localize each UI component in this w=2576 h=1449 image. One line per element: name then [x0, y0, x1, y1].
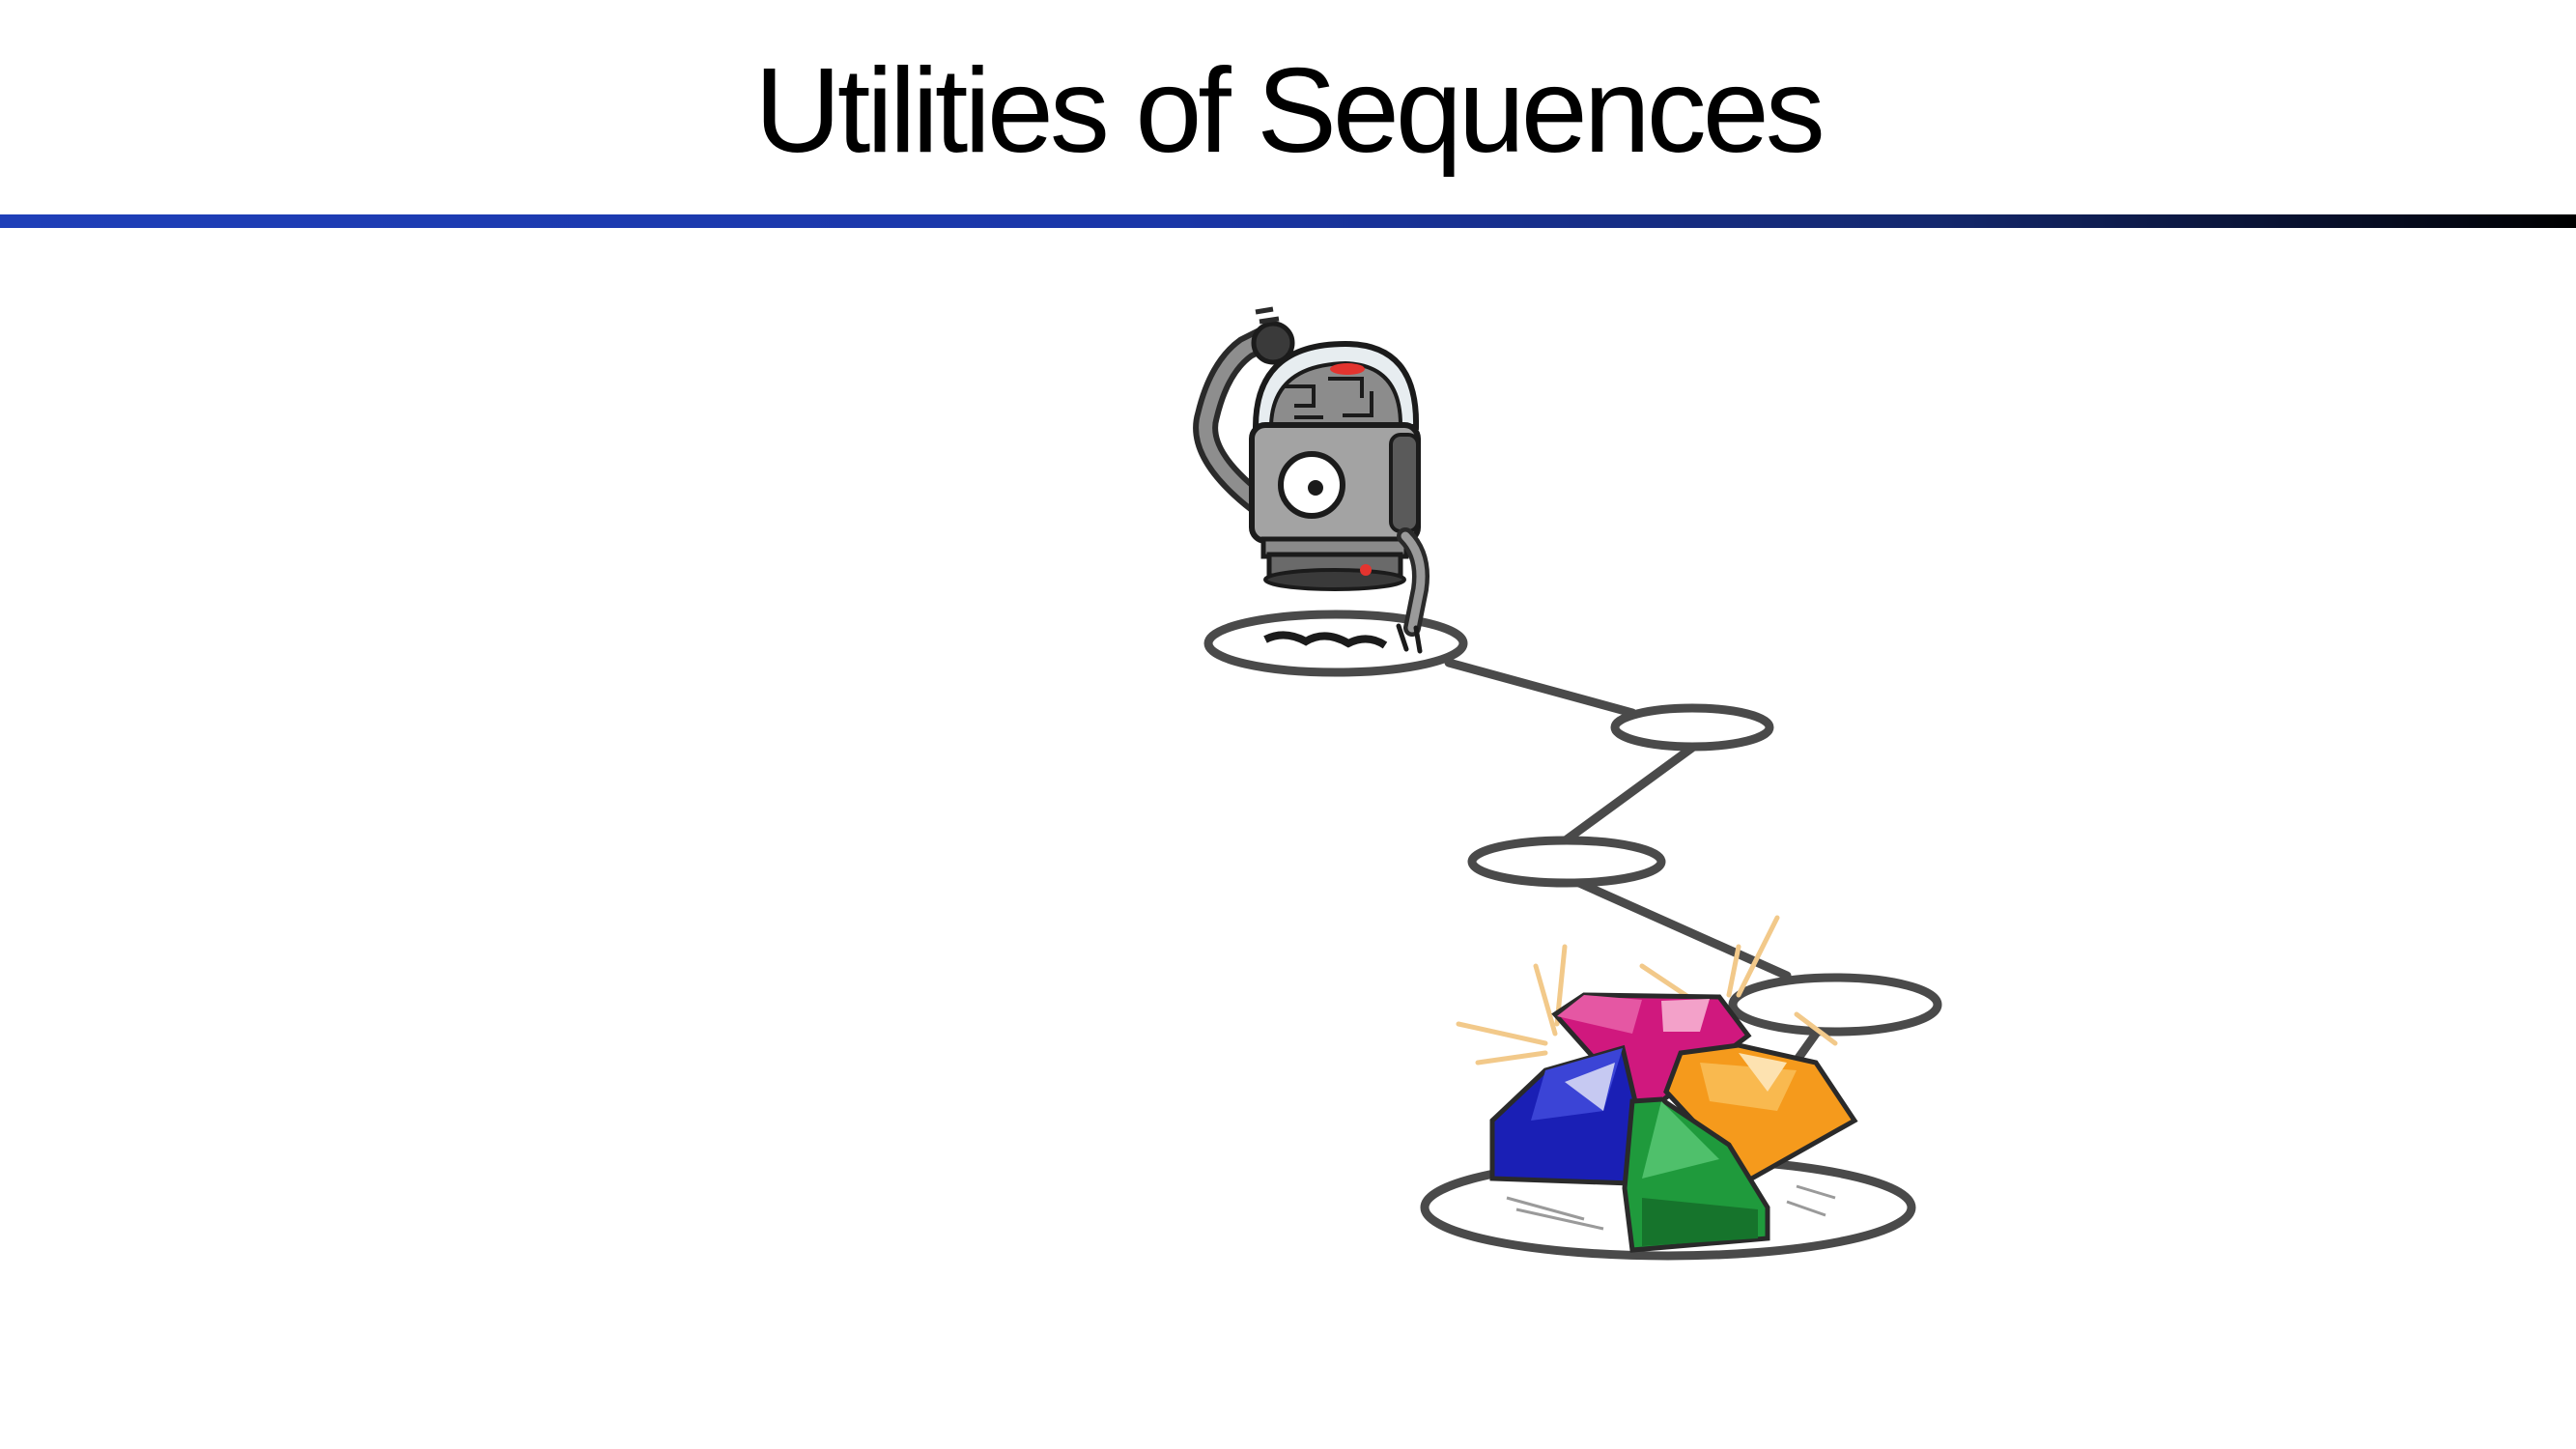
gem-orange — [1663, 1042, 1858, 1184]
gem-green — [1622, 1096, 1770, 1253]
title-rule — [0, 214, 2576, 228]
path-node-2 — [1610, 703, 1774, 752]
start-node — [1203, 610, 1468, 677]
gem-blue — [1489, 1044, 1645, 1186]
gem-magenta — [1551, 992, 1752, 1104]
sparkle-lines — [1456, 915, 1838, 1065]
path-node-4 — [1728, 973, 1942, 1037]
goal-shading — [1506, 1184, 1836, 1231]
path-node-3 — [1467, 836, 1666, 888]
slide-title: Utilities of Sequences — [754, 44, 1825, 178]
path-links — [1444, 658, 1821, 1065]
robot — [1193, 306, 1430, 654]
